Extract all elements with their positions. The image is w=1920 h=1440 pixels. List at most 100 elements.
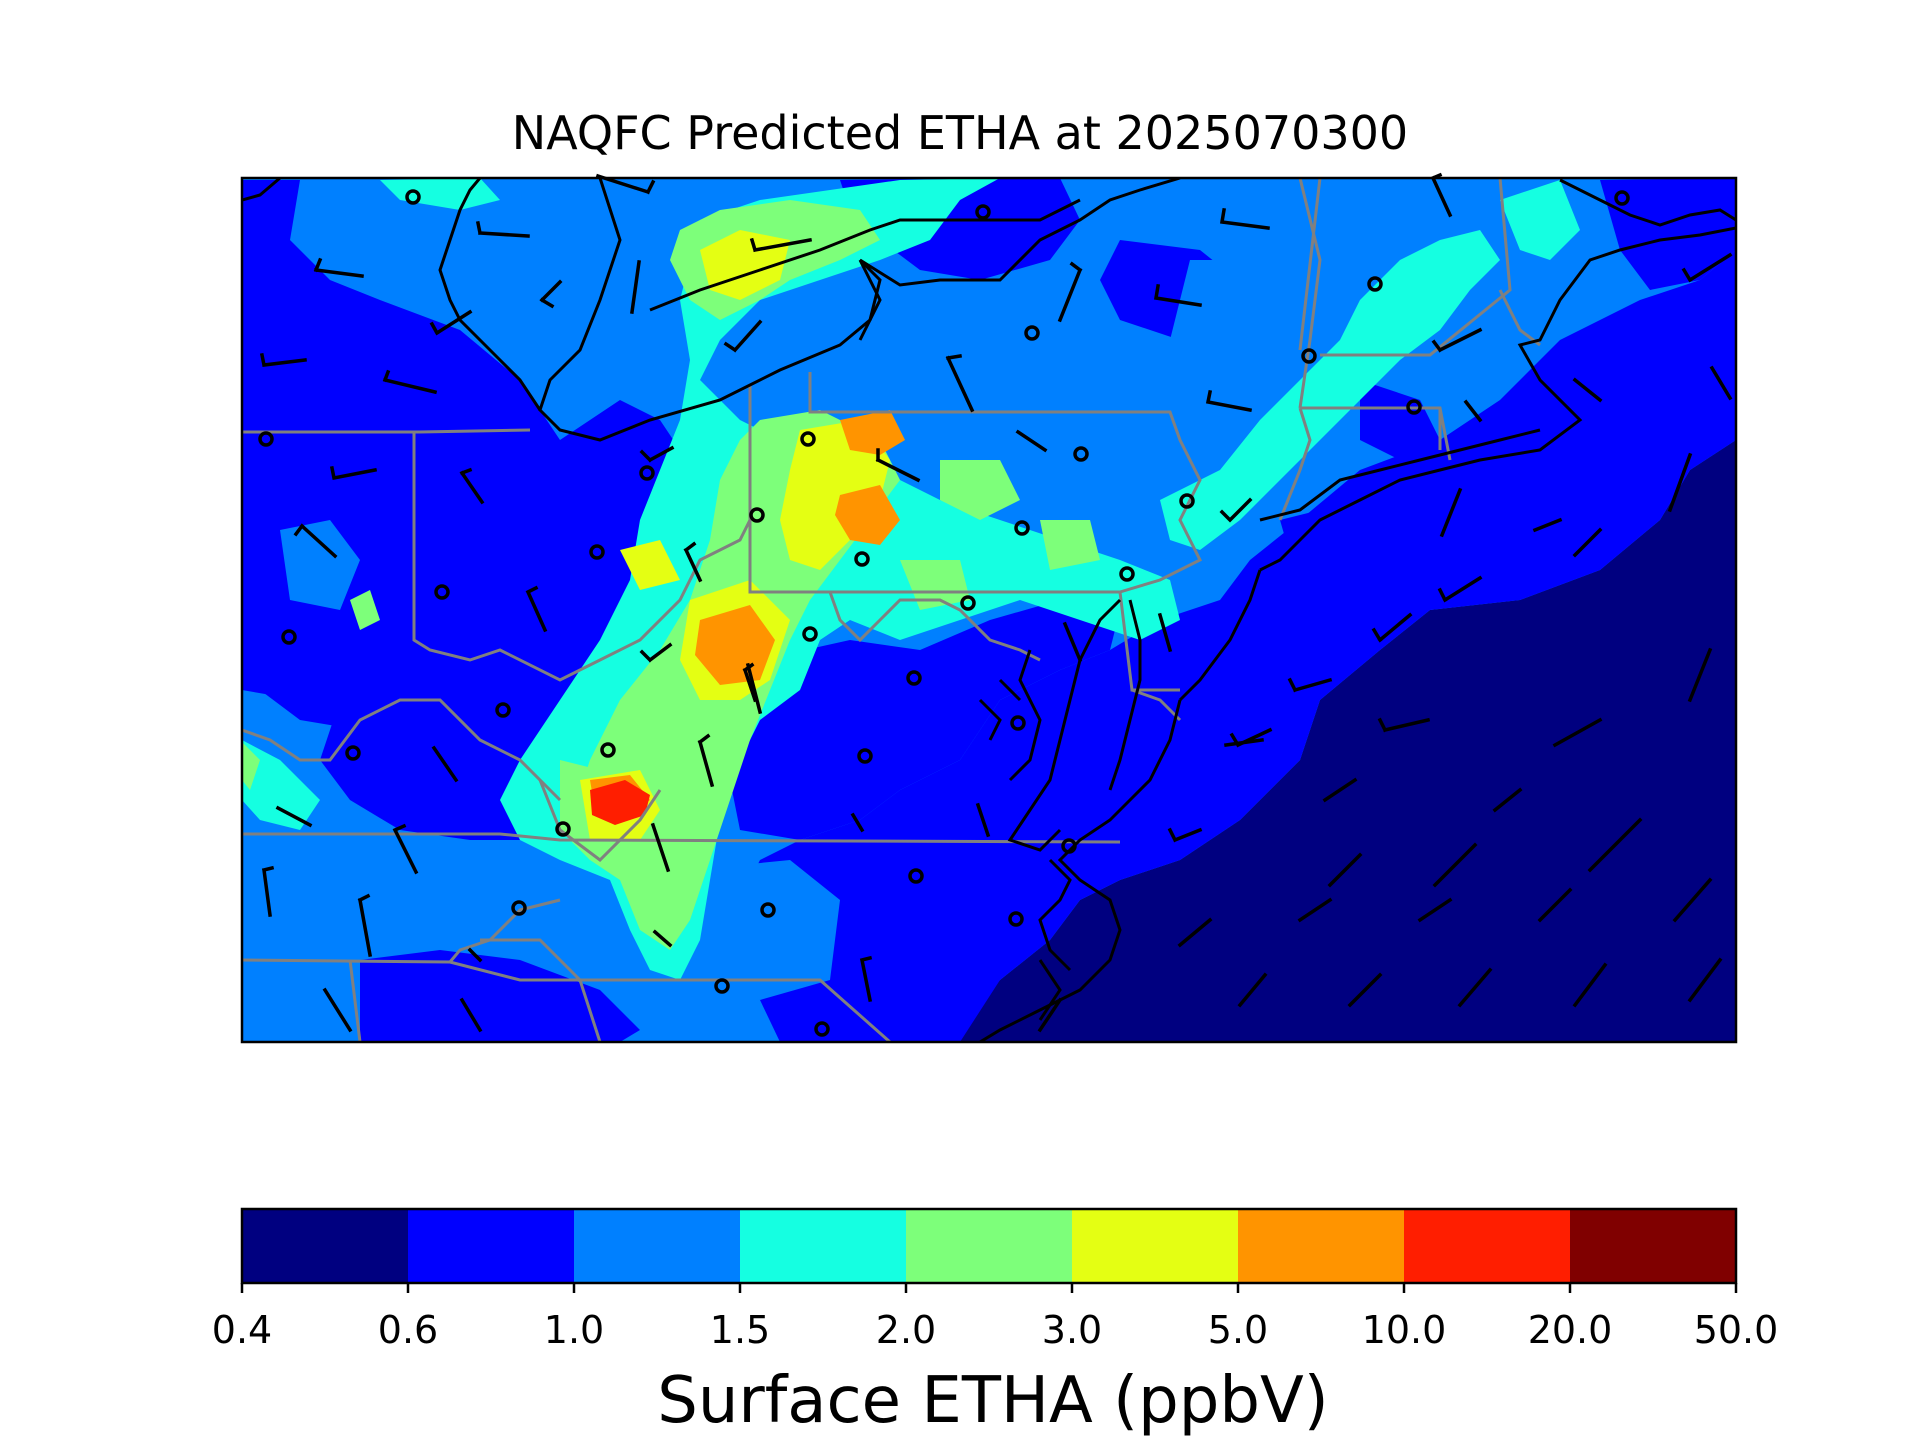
station-circle-icon xyxy=(1179,493,1195,509)
station-circle-icon xyxy=(760,902,776,918)
wind-barb-icon xyxy=(431,745,459,783)
station-circle-icon xyxy=(1061,838,1077,854)
wind-barb-icon xyxy=(1167,827,1203,843)
wind-barb-icon xyxy=(1371,612,1413,643)
wind-barb-icon xyxy=(697,733,715,788)
station-circle-icon xyxy=(1073,446,1089,462)
state-borders xyxy=(242,178,1541,1042)
wind-barb-icon xyxy=(1322,777,1358,803)
colorbar-tick-label: 0.6 xyxy=(377,1308,439,1352)
colorbar-tick-label: 50.0 xyxy=(1693,1308,1779,1352)
wind-barb-icon xyxy=(945,353,975,413)
wind-barb-icon xyxy=(1432,842,1478,888)
wind-barb-icon xyxy=(749,237,813,253)
wind-barb-icon xyxy=(1153,283,1203,308)
wind-barb-icon xyxy=(1492,787,1523,813)
wind-barb-icon xyxy=(392,823,419,875)
station-circle-icon xyxy=(1119,566,1135,582)
wind-barb-icon xyxy=(382,369,438,395)
wind-barb-icon xyxy=(723,319,763,353)
wind-barb-icon xyxy=(1667,452,1693,513)
station-circle-icon xyxy=(1008,911,1024,927)
wind-barb-icon xyxy=(859,955,873,1003)
station-circle-icon xyxy=(960,595,976,611)
wind-barb-icon xyxy=(652,929,673,948)
wind-barb-icon xyxy=(467,947,483,963)
wind-barb-icon xyxy=(650,822,671,873)
wind-barb-icon xyxy=(539,279,563,309)
wind-barb-icon xyxy=(745,662,763,715)
coastlines xyxy=(242,178,1736,1042)
wind-barb-icon xyxy=(875,448,921,483)
wind-barb-icon xyxy=(293,523,338,559)
wind-barb-icon xyxy=(639,642,673,663)
wind-barb-icon xyxy=(595,173,656,195)
wind-barb-icon xyxy=(1587,817,1643,873)
station-circle-icon xyxy=(639,465,655,481)
wind-barb-icon xyxy=(1457,967,1493,1008)
station-circle-icon xyxy=(345,745,361,761)
station-circle-icon xyxy=(1024,325,1040,341)
colorbar-tick-label: 2.0 xyxy=(875,1308,937,1352)
wind-barb-icon xyxy=(357,893,373,958)
map-title: NAQFC Predicted ETHA at 2025070300 xyxy=(511,106,1409,160)
wind-barb-icon xyxy=(850,812,865,833)
colorbar-tick-label: 5.0 xyxy=(1207,1308,1269,1352)
wind-barb-icon xyxy=(275,805,313,828)
wind-barb-icon xyxy=(261,865,275,917)
wind-barb-icon xyxy=(1709,365,1733,401)
map-frame xyxy=(240,176,1738,1044)
wind-barb-icon xyxy=(322,987,353,1033)
station-circle-icon xyxy=(495,702,511,718)
station-circle-icon xyxy=(555,821,571,837)
wind-barb-icon xyxy=(630,260,641,314)
wind-barb-icon xyxy=(1037,997,1063,1033)
wind-barb-icon xyxy=(313,257,364,278)
colorbar-tick-label: 3.0 xyxy=(1041,1308,1103,1352)
wind-barb-icon xyxy=(1219,207,1270,230)
colorbar-tick-label: 10.0 xyxy=(1361,1308,1447,1352)
colorbar-tick-label: 20.0 xyxy=(1527,1308,1613,1352)
station-circle-icon xyxy=(854,551,870,567)
station-circle-icon xyxy=(975,204,991,220)
wind-barb-icon xyxy=(259,352,307,368)
wind-barb-icon xyxy=(1157,612,1173,653)
wind-barb-icon xyxy=(459,467,485,505)
station-circle-icon xyxy=(434,584,450,600)
colorbar-label: Surface ETHA (ppbV) xyxy=(657,1364,1329,1438)
station-circle-icon xyxy=(258,431,274,447)
station-circle-icon xyxy=(906,670,922,686)
wind-barb-icon xyxy=(1687,957,1723,1003)
station-circle-icon xyxy=(857,748,873,764)
station-circle-icon xyxy=(908,868,924,884)
station-circle-icon xyxy=(1301,348,1317,364)
station-circle-icon xyxy=(749,507,765,523)
wind-barb-icon xyxy=(1062,621,1083,663)
wind-barb-icon xyxy=(1430,172,1453,218)
wind-barb-icon xyxy=(459,997,483,1033)
station-circle-icon xyxy=(800,431,816,447)
wind-barb-icon xyxy=(1015,429,1048,453)
station-circle-icon xyxy=(281,629,297,645)
station-circle-icon xyxy=(802,626,818,642)
wind-barb-icon xyxy=(1681,252,1733,283)
wind-barb-icon xyxy=(1297,897,1333,923)
wind-barb-icon xyxy=(1687,647,1713,703)
wind-barb-icon xyxy=(475,220,530,238)
station-circle-icon xyxy=(511,900,527,916)
wind-barb-icon xyxy=(1224,738,1264,747)
wind-barb-icon xyxy=(1537,887,1573,923)
wind-barb-icon xyxy=(1572,527,1603,558)
ocean-region xyxy=(940,440,1736,1042)
station-circle-icon xyxy=(1614,190,1630,206)
field-blue xyxy=(242,178,1736,1042)
wind-barb-icon xyxy=(1672,877,1713,923)
wind-barb-icon xyxy=(1572,962,1608,1008)
station-circle-icon xyxy=(1014,520,1030,536)
wind-barb-icon xyxy=(639,445,675,463)
station-circle-icon xyxy=(405,189,421,205)
wind-barb-icon xyxy=(329,465,378,481)
wind-barbs xyxy=(259,172,1733,1033)
wind-barb-icon xyxy=(683,541,703,583)
